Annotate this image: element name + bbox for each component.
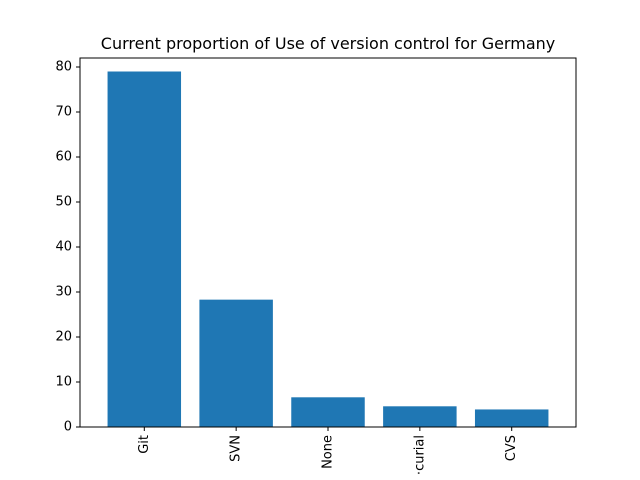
y-tick-label: 80 (55, 60, 72, 75)
y-tick-label: 30 (55, 285, 72, 300)
y-tick-label: 10 (55, 375, 72, 390)
bars-group (107, 71, 549, 427)
y-tick-label: 60 (55, 150, 72, 165)
y-tick-label: 70 (55, 105, 72, 120)
x-tick-label: CVS (504, 435, 519, 461)
x-tick-label: SVN (229, 435, 244, 462)
x-tick-label: None (321, 435, 336, 469)
y-axis: 0 10 20 30 40 50 60 70 80 (55, 60, 80, 435)
x-tick-label: Git (137, 435, 152, 454)
chart-title: Current proportion of Use of version con… (101, 34, 555, 53)
y-tick-label: 20 (55, 330, 72, 345)
plot-frame (79, 57, 577, 428)
y-tick-label: 50 (55, 195, 72, 210)
y-tick-label: 40 (55, 240, 72, 255)
bar-git (107, 71, 182, 427)
bar-svn (199, 299, 273, 427)
bar-none (291, 397, 365, 427)
x-tick-label: ·curial (412, 435, 427, 475)
y-tick-label: 0 (64, 420, 72, 435)
bar-cvs (474, 409, 549, 427)
x-axis: Git SVN None ·curial CVS (137, 427, 519, 475)
bar-mercurial (383, 406, 457, 427)
